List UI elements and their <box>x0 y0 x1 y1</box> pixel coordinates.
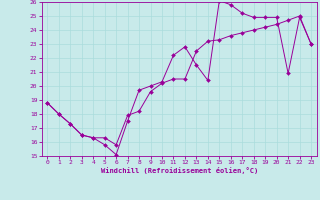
X-axis label: Windchill (Refroidissement éolien,°C): Windchill (Refroidissement éolien,°C) <box>100 167 258 174</box>
